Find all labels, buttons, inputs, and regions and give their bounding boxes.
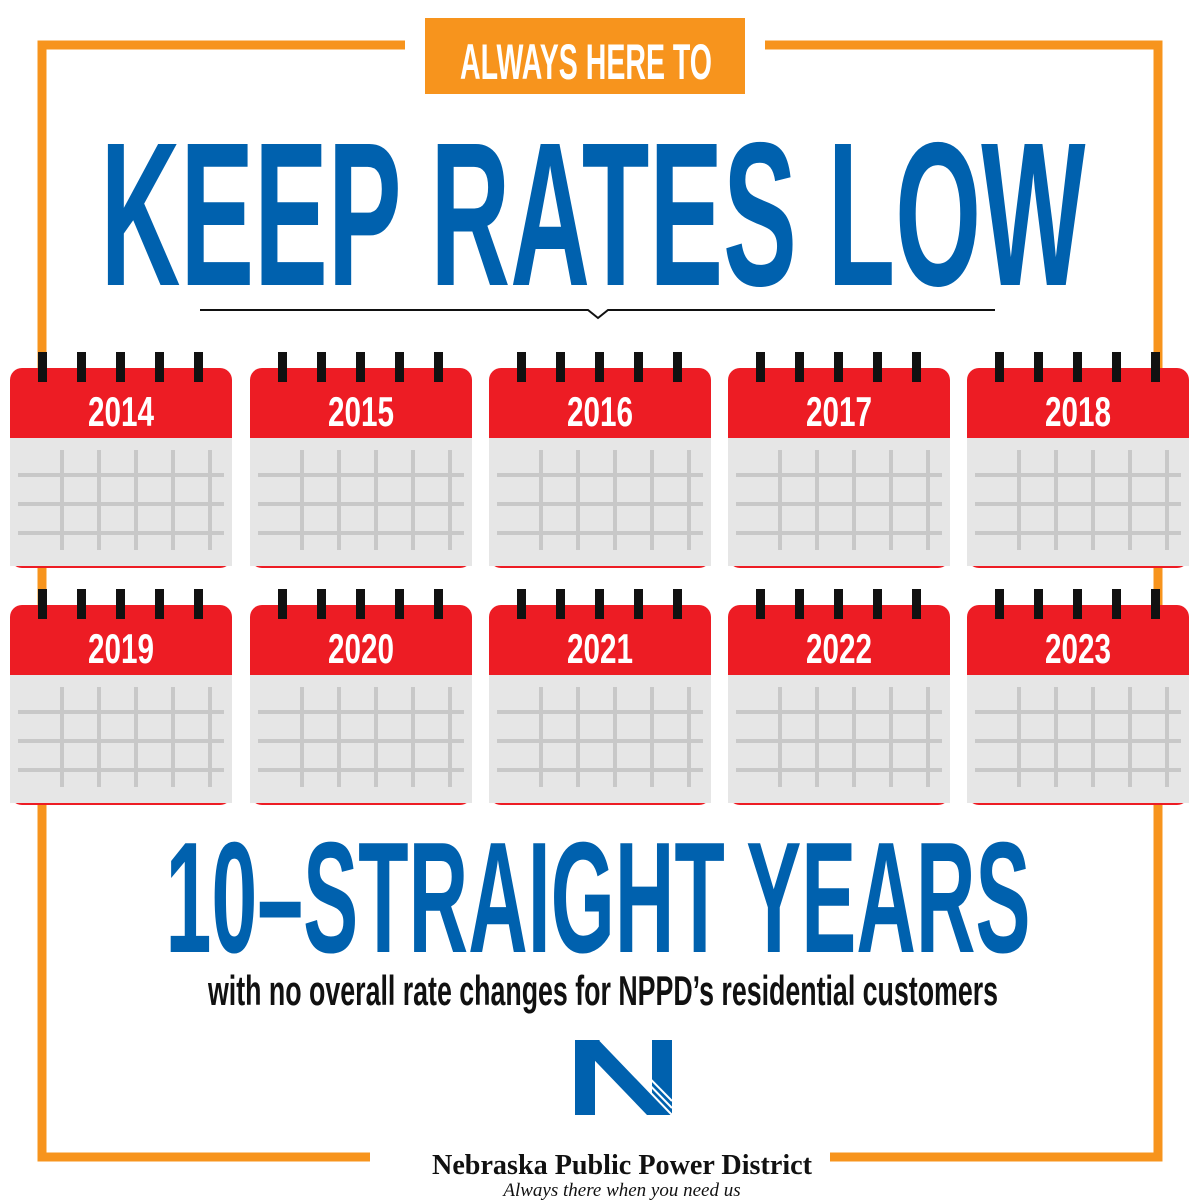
title: KEEP RATES LOW xyxy=(101,100,1086,329)
calendar-ring xyxy=(278,589,287,619)
calendar-ring xyxy=(395,589,404,619)
calendar-ring xyxy=(278,352,287,382)
calendars: 2014 2015 2016 2017 2018 2019 2020 2021 2022 2023 xyxy=(10,352,1189,805)
logo-name: Nebraska Public Power District xyxy=(432,1149,812,1181)
calendar-body xyxy=(489,755,711,803)
calendar-ring xyxy=(595,589,604,619)
headline: 10–STRAIGHT YEARS xyxy=(166,810,1031,986)
calendar-year: 2014 xyxy=(88,388,154,435)
calendar-ring xyxy=(155,589,164,619)
calendar-ring xyxy=(356,589,365,619)
calendar: 2022 xyxy=(728,589,950,805)
calendar-ring xyxy=(995,589,1004,619)
calendar-ring xyxy=(756,352,765,382)
calendar-ring xyxy=(1034,352,1043,382)
calendar-ring xyxy=(556,352,565,382)
calendar-ring xyxy=(194,352,203,382)
calendar-ring xyxy=(1073,589,1082,619)
calendar-ring xyxy=(834,352,843,382)
subtitle: with no overall rate changes for NPPD’s … xyxy=(207,967,998,1014)
calendar-ring xyxy=(1112,589,1121,619)
calendar-year: 2015 xyxy=(328,388,394,435)
calendar: 2019 xyxy=(10,589,232,805)
calendar-year: 2020 xyxy=(328,625,394,672)
calendar: 2014 xyxy=(10,352,232,568)
calendar-body xyxy=(967,755,1189,803)
calendar-ring xyxy=(873,352,882,382)
calendar-ring xyxy=(356,352,365,382)
calendar-ring xyxy=(434,589,443,619)
calendar-body xyxy=(250,518,472,566)
calendar-year: 2019 xyxy=(88,625,154,672)
calendar-year: 2017 xyxy=(806,388,872,435)
calendar-ring xyxy=(77,352,86,382)
calendar-ring xyxy=(116,589,125,619)
calendar-ring xyxy=(673,589,682,619)
calendar-ring xyxy=(434,352,443,382)
calendar-ring xyxy=(77,589,86,619)
calendar-ring xyxy=(795,352,804,382)
calendar-ring xyxy=(155,352,164,382)
tag: ALWAYS HERE TO xyxy=(460,34,712,90)
calendar-ring xyxy=(116,352,125,382)
calendar: 2018 xyxy=(967,352,1189,568)
calendar: 2023 xyxy=(967,589,1189,805)
calendar-ring xyxy=(38,589,47,619)
calendar-ring xyxy=(795,589,804,619)
calendar-ring xyxy=(556,589,565,619)
calendar-ring xyxy=(834,589,843,619)
calendar-ring xyxy=(517,352,526,382)
calendar-ring xyxy=(912,352,921,382)
calendar-body xyxy=(967,518,1189,566)
calendar-ring xyxy=(317,352,326,382)
calendar-ring xyxy=(912,589,921,619)
calendar-ring xyxy=(1073,352,1082,382)
divider xyxy=(200,309,995,320)
calendar-body xyxy=(10,518,232,566)
calendar: 2020 xyxy=(250,589,472,805)
calendar-ring xyxy=(1034,589,1043,619)
calendar-ring xyxy=(38,352,47,382)
calendar-ring xyxy=(517,589,526,619)
calendar-body xyxy=(728,755,950,803)
calendar-ring xyxy=(634,352,643,382)
calendar-body xyxy=(250,755,472,803)
calendar-year: 2021 xyxy=(567,625,633,672)
calendar-body xyxy=(489,518,711,566)
calendar-body xyxy=(728,518,950,566)
calendar-ring xyxy=(634,589,643,619)
calendar-ring xyxy=(673,352,682,382)
calendar-year: 2023 xyxy=(1045,625,1111,672)
logo-mark xyxy=(575,1039,673,1116)
calendar-year: 2018 xyxy=(1045,388,1111,435)
logo-tagline: Always there when you need us xyxy=(501,1180,740,1200)
calendar-ring xyxy=(395,352,404,382)
calendar-ring xyxy=(995,352,1004,382)
calendar-ring xyxy=(1112,352,1121,382)
calendar-ring xyxy=(317,589,326,619)
calendar: 2015 xyxy=(250,352,472,568)
calendar-body xyxy=(10,755,232,803)
calendar: 2021 xyxy=(489,589,711,805)
calendar-ring xyxy=(595,352,604,382)
calendar-ring xyxy=(194,589,203,619)
calendar-ring xyxy=(1151,589,1160,619)
calendar: 2017 xyxy=(728,352,950,568)
calendar-year: 2016 xyxy=(567,388,633,435)
calendar: 2016 xyxy=(489,352,711,568)
frame-gap xyxy=(370,1140,830,1170)
tag-box xyxy=(425,18,745,94)
calendar-ring xyxy=(1151,352,1160,382)
calendar-ring xyxy=(756,589,765,619)
calendar-ring xyxy=(873,589,882,619)
calendar-year: 2022 xyxy=(806,625,872,672)
